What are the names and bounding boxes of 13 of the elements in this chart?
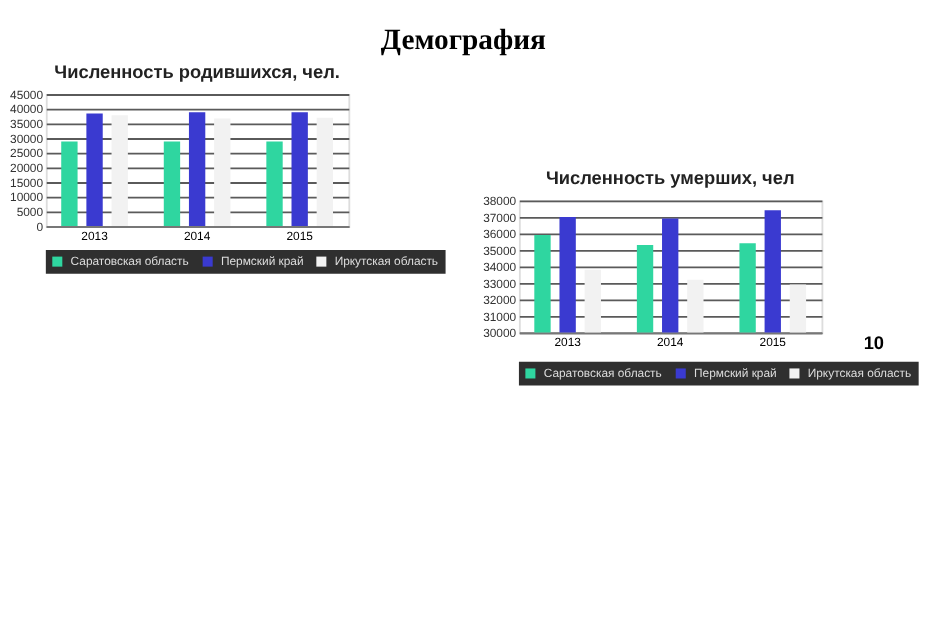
bar [316, 117, 334, 227]
bar [291, 112, 308, 227]
bar [61, 141, 78, 227]
bar [188, 112, 206, 227]
text: 10 [863, 332, 885, 353]
bar [86, 113, 103, 227]
bar [214, 118, 231, 227]
text: Демография [380, 25, 547, 58]
bar [111, 115, 128, 227]
bar [163, 141, 181, 227]
bar [266, 141, 283, 227]
chart-title: Численность умерших, чел [545, 167, 795, 188]
chart-title: Численность родившихся, чел. [54, 61, 340, 82]
